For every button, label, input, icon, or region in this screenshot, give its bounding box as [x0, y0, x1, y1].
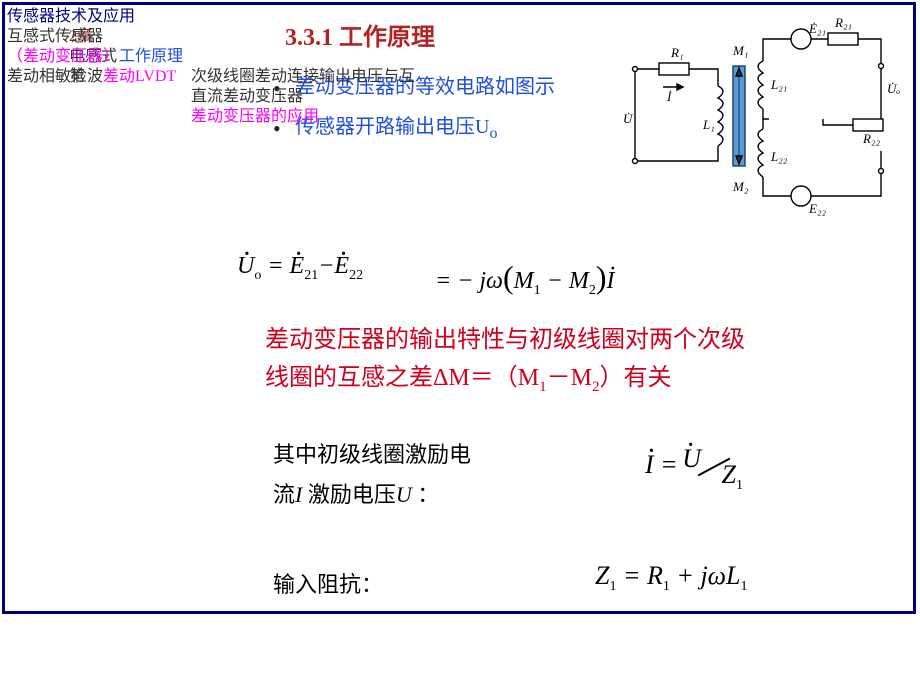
- lbl-e22: E₂₂: [808, 201, 826, 216]
- eq-paren-close: ): [596, 259, 607, 295]
- breadcrumb-line4: 差动相敏检波差动LVDT: [7, 67, 265, 87]
- eq-i: I: [607, 268, 615, 294]
- eq2-z: Z1: [722, 460, 743, 489]
- eq3-z: Z: [595, 561, 609, 590]
- eq3-r: R: [647, 561, 663, 590]
- slide-frame: 传感器技术及应用 互感式传感器 （差动变压器）工作原理 差动相敏检波差动LVDT…: [2, 2, 916, 614]
- eq3-r1: 1: [663, 579, 670, 594]
- eq-e22: E: [334, 253, 349, 279]
- eq-paren-open: (: [503, 259, 514, 295]
- eq-m1: M: [514, 268, 534, 294]
- bc-r3b: 差动变压器的应用: [191, 108, 319, 125]
- red-paragraph: 差动变压器的输出特性与初级线圈对两个次级 线圈的互感之差ΔM＝（M1－M2）有关: [265, 321, 885, 399]
- circuit-diagram: R₁ İ U̇ L₁ M₁ M₂ L₂₁ L₂₂ Ė₂₁ E₂₂ R₂₁ R₂₂…: [623, 11, 903, 231]
- equation-iuz: I = U Z1: [645, 450, 743, 484]
- red-l2c: ）有关: [599, 365, 671, 391]
- note-l2a: 流: [273, 482, 295, 507]
- red-l2a: 线圈的互感之差ΔM＝（M: [265, 365, 539, 391]
- eq2-z-sym: Z: [722, 460, 736, 489]
- note-l2c: ：: [412, 482, 440, 507]
- eq-e21-sub: 21: [304, 268, 318, 283]
- eq2-z-sub: 1: [736, 478, 743, 493]
- eq-uo-u: U: [237, 253, 254, 279]
- lbl-r1: R₁: [670, 45, 683, 60]
- red-l1: 差动变压器的输出特性与初级线圈对两个次级: [265, 327, 745, 353]
- equation-uo: Uo = E21−E22: [237, 253, 363, 284]
- bc-l3-magenta: （差动变压器）: [7, 48, 119, 65]
- note-paragraph: 其中初级线圈激励电 流I 激励电压U ：: [273, 435, 563, 514]
- lbl-r22: R₂₂: [862, 131, 880, 146]
- eq-mid: −: [541, 268, 569, 294]
- eq-e21: E: [290, 253, 305, 279]
- breadcrumb-line2: 互感式传感器: [7, 27, 265, 47]
- red-l2s1: 1: [539, 379, 547, 395]
- bc-l4b: 差动LVDT: [103, 68, 176, 85]
- eq-e22-sub: 22: [349, 268, 363, 283]
- eq2-u: U: [682, 444, 701, 473]
- equation-z1: Z1 = R1 + jωL1: [595, 561, 748, 595]
- eq2-i: I: [645, 450, 654, 479]
- note-l2b: 激励电压: [302, 482, 396, 507]
- eq2-frac: U Z1: [684, 450, 743, 484]
- bullet-2-text: 传感器开路输出电压U: [295, 116, 489, 138]
- eq3-l: L: [726, 561, 740, 590]
- lbl-l1: L₁: [702, 117, 715, 132]
- note-l1: 其中初级线圈激励电: [273, 442, 471, 467]
- bc-l4a: 差动相敏检波: [7, 68, 103, 85]
- eq-m2-sub: 2: [589, 283, 596, 298]
- lbl-l22: L₂₂: [770, 149, 788, 164]
- eq-rhs-eq: = −: [435, 268, 473, 294]
- breadcrumb-overlay: 传感器技术及应用 互感式传感器 （差动变压器）工作原理 差动相敏检波差动LVDT: [7, 7, 265, 97]
- lbl-uo: U̇ₒ: [887, 81, 900, 96]
- eq-minus: −: [318, 253, 334, 279]
- eq-m2: M: [569, 268, 589, 294]
- lbl-m1: M₁: [732, 43, 748, 58]
- eq3-l1: 1: [741, 579, 748, 594]
- lbl-u: U̇: [623, 111, 634, 126]
- bc-l1a: 传感器技术及应用: [7, 8, 135, 25]
- bullet-2: 传感器开路输出电压Uo: [273, 107, 603, 150]
- eq2-eq: =: [660, 450, 684, 479]
- bullet-2-sub: o: [489, 125, 497, 142]
- breadcrumb-line1: 传感器技术及应用: [7, 7, 265, 27]
- lbl-i: İ: [666, 89, 672, 104]
- lbl-m2: M₂: [732, 179, 749, 194]
- eq-m1-sub: 1: [534, 283, 541, 298]
- eq3-eq: =: [616, 561, 647, 590]
- equation-uo-rhs: = − jω(M1 − M2)I: [435, 259, 615, 299]
- lbl-r21: R₂₁: [834, 15, 852, 30]
- breadcrumb-line3: （差动变压器）工作原理: [7, 47, 265, 67]
- note-u: U: [396, 482, 412, 507]
- eq-jw: jω: [473, 268, 503, 294]
- red-l2b: －M: [547, 365, 592, 391]
- eq3-jw: jω: [700, 561, 726, 590]
- bc-l3-blue: 工作原理: [119, 48, 183, 65]
- input-impedance-label: 输入阻抗：: [273, 567, 383, 599]
- lbl-e21: Ė₂₁: [808, 21, 826, 36]
- eq3-plus: +: [670, 561, 701, 590]
- eq-uo-eq: =: [261, 253, 283, 279]
- lbl-l21: L₂₁: [770, 77, 787, 92]
